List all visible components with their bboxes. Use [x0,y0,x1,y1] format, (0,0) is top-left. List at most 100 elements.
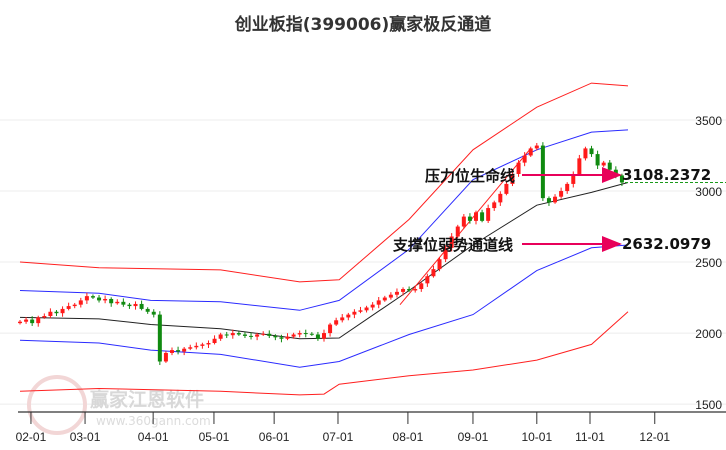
candle-body [60,308,65,314]
candle-body [437,259,442,270]
x-tick-label: 04-01 [138,430,169,444]
candle-body [382,297,387,301]
candle-body [145,308,150,312]
candle-body [583,148,588,159]
candle-body [510,173,515,184]
candle-body [534,145,539,149]
candle-body [376,300,381,305]
candle-body [230,333,235,336]
candle-body [291,334,296,337]
candle-body [182,348,187,352]
candle-body [309,333,314,335]
candle-body [522,155,527,163]
watermark: 赢家江恩软件 www.360gann.com [27,375,211,435]
candle-body [200,344,205,346]
candle-body [103,298,108,301]
x-tick-label: 02-01 [16,430,47,444]
candle-body [559,191,564,197]
candle-body [249,335,254,337]
candle-body [589,148,594,155]
candle-body [151,311,156,315]
candle-body [170,350,174,353]
candle-body [54,311,59,314]
candle-body [467,216,472,221]
candle-body [461,216,466,227]
candle-body [607,162,612,170]
candle-body [486,208,491,221]
y-tick-label: 2000 [695,327,722,341]
candle-body [443,247,448,260]
y-tick-label: 1500 [695,398,722,412]
candle-body [78,300,83,305]
chart-title: 创业板指(399006)赢家极反通道 [234,14,492,35]
candle-body [127,304,132,307]
y-tick-label: 2500 [695,256,722,270]
candle-body [394,291,399,295]
candle-body [84,296,89,301]
candle-body [370,304,375,308]
candle-body [297,333,302,335]
candle-body [72,304,77,307]
candle-body [540,145,545,199]
candle-body [595,154,600,166]
line-upper-inner [19,129,629,311]
x-tick-label: 07-01 [323,430,354,444]
candle-body [139,303,144,309]
candle-body [528,148,533,156]
x-tick-label: 09-01 [458,430,489,444]
candle-body [303,333,308,335]
candle-body [18,321,22,324]
candle-body [352,311,357,315]
candle-body [236,333,241,335]
candle-body [388,294,393,298]
candle-body [206,343,211,345]
resistance-value: 3108.2372 [622,166,711,184]
candle-body [334,320,339,325]
candle-body [571,173,576,184]
candle-body [176,350,181,352]
candle-body [97,297,102,301]
support-value: 2632.0979 [622,235,711,253]
candle-body [431,269,436,277]
candle-body [285,336,290,339]
line-trend [399,148,532,306]
line-middle [19,182,629,340]
candle-body [242,334,247,336]
candle-body [328,324,333,334]
candle-body [121,301,126,305]
axes: 1500 2000 2500 3000 3500 02-01 03-01 04-01 05-01… [16,114,726,444]
x-tick-label: 05-01 [199,430,230,444]
candle-body [267,333,272,336]
candle-body [474,212,478,221]
candle-body [553,196,558,203]
candle-body [224,334,229,336]
candles [18,142,624,366]
candle-body [188,347,193,349]
candle-body [109,298,114,304]
candle-body [455,226,460,237]
watermark-brand: 赢家江恩软件 [90,388,204,411]
candle-body [492,202,497,209]
x-tick-label: 10-01 [521,430,552,444]
support-label: 支撑位弱势通道线 [392,236,513,254]
candle-body [133,303,138,307]
x-tick-label: 11-01 [575,430,605,444]
candle-body [364,307,369,311]
annotations: 压力位生命线 3108.2372 支撑位弱势通道线 2632.0979 [392,166,711,254]
candle-body [322,333,326,339]
candle-body [273,335,278,338]
candle-body [194,345,199,348]
y-tick-label: 3000 [695,185,722,199]
resistance-label: 压力位生命线 [425,167,515,185]
candle-body [565,183,570,192]
candle-body [504,183,509,194]
line-lower-inner [19,244,629,368]
candle-body [419,283,424,290]
candle-body [449,236,454,248]
candle-body [340,317,345,321]
candle-body [546,198,551,203]
candle-body [413,289,418,291]
x-tick-label: 03-01 [70,430,101,444]
candle-body [498,193,503,203]
